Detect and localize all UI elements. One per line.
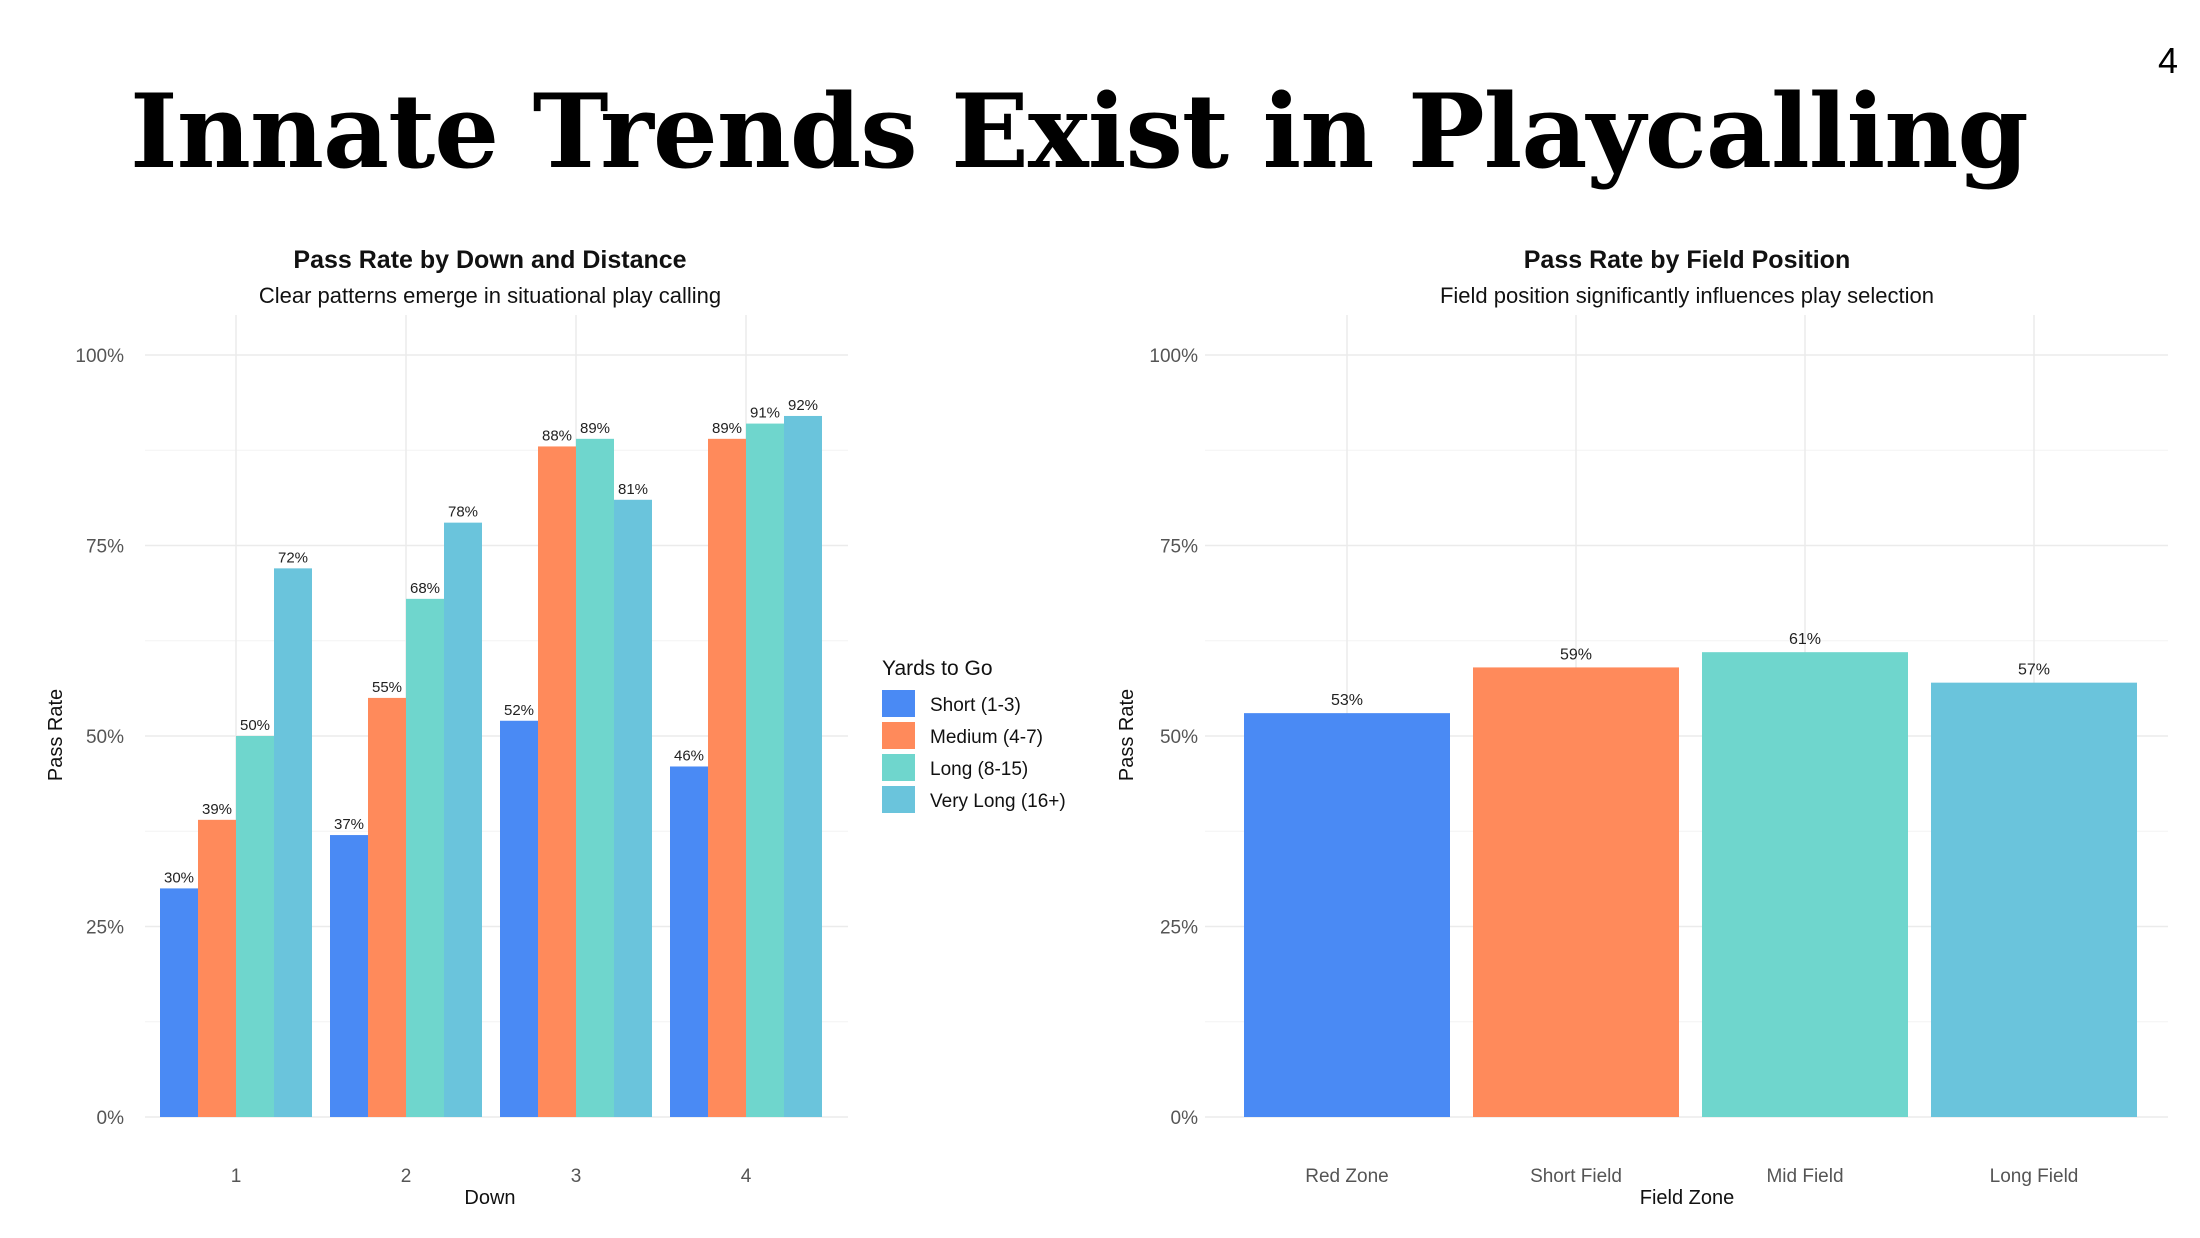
left-data-label: 72% bbox=[278, 549, 308, 566]
left-data-label: 52% bbox=[504, 702, 534, 719]
left-chart-title: Pass Rate by Down and Distance bbox=[293, 246, 686, 274]
left-y-tick-labels: 0% 25% 50% 75% 100% bbox=[75, 346, 124, 1129]
left-bar bbox=[406, 598, 444, 1117]
right-x-tick-label: Red Zone bbox=[1305, 1166, 1388, 1187]
right-bars bbox=[1244, 652, 2137, 1117]
right-chart-title: Pass Rate by Field Position bbox=[1524, 246, 1850, 274]
right-data-label: 61% bbox=[1789, 631, 1821, 648]
legend-title: Yards to Go bbox=[882, 657, 993, 680]
right-x-tick-label: Mid Field bbox=[1766, 1166, 1843, 1187]
left-bar bbox=[576, 438, 614, 1117]
right-data-label: 57% bbox=[2018, 662, 2050, 679]
left-bar bbox=[444, 522, 482, 1117]
left-y-tick-label: 25% bbox=[86, 918, 124, 939]
right-x-axis-label: Field Zone bbox=[1640, 1187, 1735, 1209]
legend-label: Long (8-15) bbox=[930, 759, 1028, 780]
left-data-label: 91% bbox=[750, 405, 780, 422]
left-x-tick-label: 1 bbox=[231, 1166, 242, 1187]
left-x-tick-labels: 1 2 3 4 bbox=[231, 1166, 752, 1187]
left-data-label: 46% bbox=[674, 747, 704, 764]
left-bar bbox=[614, 499, 652, 1117]
legend-swatch bbox=[882, 786, 915, 813]
left-data-label: 92% bbox=[788, 397, 818, 414]
left-data-label: 89% bbox=[580, 420, 610, 437]
legend-swatch bbox=[882, 754, 915, 781]
left-bar bbox=[708, 438, 746, 1117]
left-data-label: 55% bbox=[372, 679, 402, 696]
right-bar bbox=[1931, 682, 2137, 1117]
left-bar bbox=[670, 766, 708, 1117]
left-x-tick-label: 2 bbox=[401, 1166, 412, 1187]
slide-number: 4 bbox=[2157, 40, 2178, 81]
left-data-label: 88% bbox=[542, 427, 572, 444]
left-y-tick-label: 0% bbox=[97, 1108, 125, 1129]
right-x-tick-label: Short Field bbox=[1530, 1166, 1622, 1187]
left-bar bbox=[368, 697, 406, 1117]
left-y-tick-label: 50% bbox=[86, 727, 124, 748]
left-x-tick-label: 3 bbox=[571, 1166, 582, 1187]
left-data-label: 78% bbox=[448, 504, 478, 521]
left-x-axis-label: Down bbox=[464, 1187, 515, 1209]
left-data-labels: 30% 39% 50% 72% 37% 55% 68% 78% 52% 88% 89% 81% 46% 8… bbox=[164, 397, 818, 886]
left-y-tick-label: 75% bbox=[86, 537, 124, 558]
legend-swatch bbox=[882, 722, 915, 749]
right-data-label: 53% bbox=[1331, 692, 1363, 709]
right-x-tick-labels: Red Zone Short Field Mid Field Long Field bbox=[1305, 1166, 2078, 1187]
right-y-tick-label: 25% bbox=[1160, 918, 1198, 939]
left-bar bbox=[784, 415, 822, 1118]
left-data-label: 89% bbox=[712, 420, 742, 437]
left-bar bbox=[538, 446, 576, 1117]
left-bar bbox=[500, 720, 538, 1117]
left-y-axis-label: Pass Rate bbox=[45, 689, 67, 781]
legend-label: Short (1-3) bbox=[930, 695, 1021, 716]
left-bar bbox=[160, 888, 198, 1117]
left-bar bbox=[746, 423, 784, 1118]
left-data-label: 68% bbox=[410, 580, 440, 597]
legend: Yards to Go Short (1-3) Medium (4-7) Long … bbox=[882, 657, 1066, 813]
right-y-tick-label: 100% bbox=[1149, 346, 1198, 367]
right-x-tick-label: Long Field bbox=[1990, 1166, 2079, 1187]
left-bar bbox=[198, 819, 236, 1117]
right-y-tick-label: 0% bbox=[1171, 1108, 1199, 1129]
right-data-label: 59% bbox=[1560, 646, 1592, 663]
right-y-tick-label: 75% bbox=[1160, 537, 1198, 558]
legend-label: Very Long (16+) bbox=[930, 791, 1066, 812]
left-y-tick-label: 100% bbox=[75, 346, 124, 367]
right-y-tick-label: 50% bbox=[1160, 727, 1198, 748]
left-bars bbox=[160, 415, 822, 1118]
right-y-axis-label: Pass Rate bbox=[1116, 689, 1138, 781]
left-data-label: 50% bbox=[240, 717, 270, 734]
right-bar bbox=[1473, 667, 1679, 1117]
right-bar bbox=[1244, 713, 1450, 1117]
left-chart-subtitle: Clear patterns emerge in situational pla… bbox=[259, 283, 721, 308]
left-bar bbox=[330, 835, 368, 1117]
legend-swatch bbox=[882, 690, 915, 717]
left-data-label: 37% bbox=[334, 816, 364, 833]
slide-title: Innate Trends Exist in Playcalling bbox=[130, 72, 2029, 192]
right-y-tick-labels: 0% 25% 50% 75% 100% bbox=[1149, 346, 1198, 1129]
right-bar bbox=[1702, 652, 1908, 1117]
right-chart-subtitle: Field position significantly influences … bbox=[1440, 283, 1934, 308]
left-data-label: 39% bbox=[202, 801, 232, 818]
left-data-label: 30% bbox=[164, 869, 194, 886]
left-data-label: 81% bbox=[618, 481, 648, 498]
legend-label: Medium (4-7) bbox=[930, 727, 1043, 748]
left-x-tick-label: 4 bbox=[741, 1166, 752, 1187]
left-bar bbox=[236, 736, 274, 1117]
left-bar bbox=[274, 568, 312, 1117]
right-data-labels: 53% 59% 61% 57% bbox=[1331, 631, 2050, 709]
